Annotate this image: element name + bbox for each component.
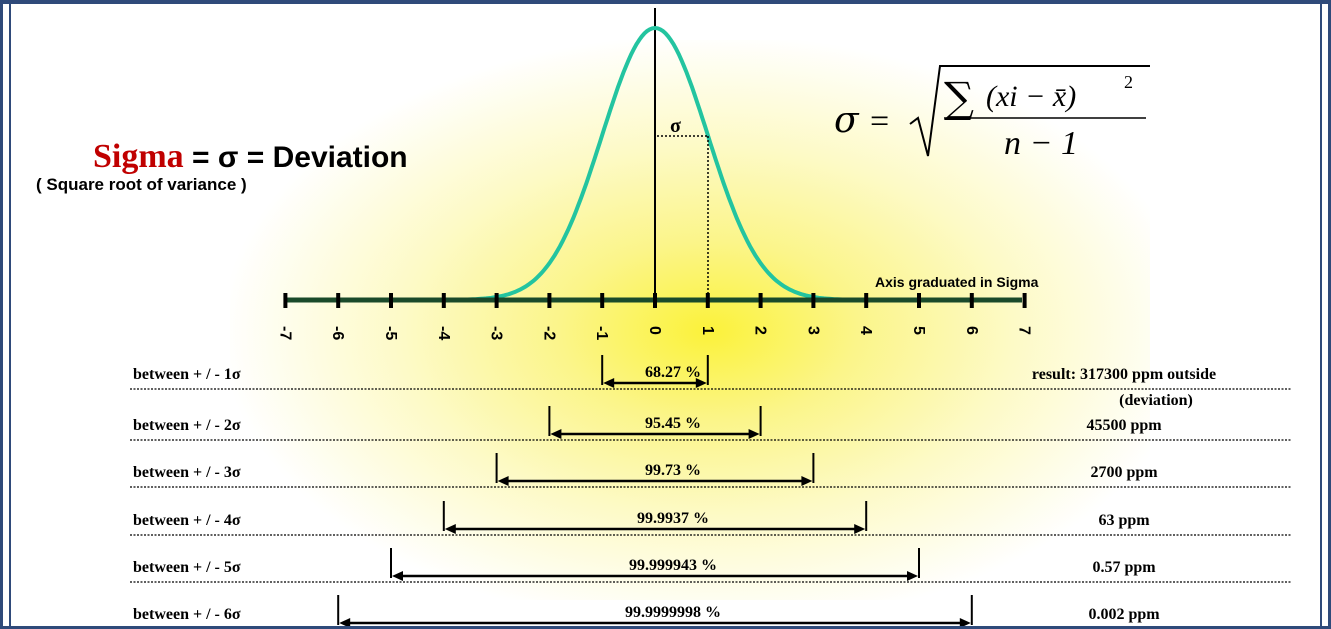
range-arrowhead-right (801, 476, 813, 486)
axis-tick-label: 0 (646, 326, 663, 335)
range-arrowhead-right (907, 571, 918, 581)
row-result: 2700 ppm (1090, 464, 1158, 481)
frame-border-left (0, 0, 3, 629)
formula-denominator: n − 1 (1004, 125, 1078, 162)
frame-border-top (0, 0, 1331, 4)
row-label: between + / - 3σ (133, 464, 241, 481)
row-result: 45500 ppm (1086, 417, 1162, 434)
page-title: Sigma = σ = Deviation (93, 140, 408, 175)
range-rows: between + / - 1σ 68.27 % result: 317300 pp… (130, 355, 1292, 629)
row-label: between + / - 1σ (133, 366, 241, 383)
frame-border-right (1328, 0, 1331, 629)
range-row: between + / - 5σ 99.999943 % 0.57 ppm (130, 548, 1292, 583)
axis-tick-label: -3 (488, 326, 505, 340)
background-glow (230, 40, 1150, 600)
range-arrowhead-left (444, 524, 456, 534)
axis-tick-label: 6 (963, 326, 980, 335)
page-subtitle: ( Square root of variance ) (36, 175, 247, 194)
formula-lhs: σ (834, 100, 860, 141)
range-row: between + / - 1σ 68.27 % result: 317300 pp… (130, 355, 1292, 409)
row-percent: 99.73 % (645, 462, 701, 479)
formula-numerator: (xi − x̄) (986, 80, 1076, 113)
sigma-curve-label: σ (670, 115, 681, 137)
sigma-formula: σ = ∑ (xi − x̄) 2 n − 1 (834, 65, 1150, 162)
range-arrowhead-left (392, 571, 403, 581)
title-sigma-word: Sigma (93, 138, 184, 175)
axis-tick-label: -4 (435, 326, 452, 340)
range-row: between + / - 3σ 99.73 % 2700 ppm (130, 453, 1292, 488)
range-row: between + / - 4σ 99.9937 % 63 ppm (130, 501, 1292, 536)
row-percent: 99.999943 % (629, 557, 717, 574)
row-percent: 68.27 % (645, 364, 701, 381)
bell-curve (433, 25, 877, 302)
axis-tick-label: -5 (382, 326, 399, 340)
range-arrowhead-right (854, 524, 866, 534)
title-rest: = σ = Deviation (183, 141, 408, 174)
row-label: between + / - 2σ (133, 417, 241, 434)
axis-tick-label: 5 (910, 326, 927, 335)
formula-sum: ∑ (944, 73, 974, 122)
sqrt-sign (909, 65, 1150, 157)
row-percent: 95.45 % (645, 415, 701, 432)
inner-border-left (9, 4, 11, 626)
row-result: 63 ppm (1098, 512, 1150, 529)
row-label: between + / - 5σ (133, 559, 241, 576)
range-arrowhead-right (748, 429, 760, 439)
range-arrowhead-left (497, 476, 509, 486)
axis-tick-label: 2 (752, 326, 769, 335)
range-arrowhead-right (695, 378, 707, 388)
inner-border-right (1320, 4, 1322, 626)
frame-border-bottom (0, 626, 1331, 629)
axis-ticks: -7 -6 -5 -4 -3 -2 -1 0 1 2 3 4 5 6 7 (276, 293, 1033, 340)
row-percent: 99.9937 % (637, 510, 709, 527)
row-result: result: 317300 ppm outside (1032, 366, 1216, 383)
axis-tick-label: -2 (540, 326, 557, 340)
row-label: between + / - 4σ (133, 512, 241, 529)
range-arrowhead-left (603, 378, 615, 388)
formula-exponent: 2 (1124, 72, 1133, 92)
axis-tick-label: 3 (804, 326, 821, 335)
axis-tick-label: -7 (276, 326, 293, 340)
range-arrowhead-left (550, 429, 562, 439)
axis-tick-label: -1 (593, 326, 610, 340)
range-arrowhead-right (959, 618, 971, 628)
axis-tick-label: 7 (1016, 326, 1033, 335)
axis-tick-label: 4 (857, 326, 874, 335)
row-result: 0.002 ppm (1088, 606, 1160, 623)
axis-tick-label: 1 (699, 326, 716, 335)
formula-equals: = (870, 103, 889, 140)
axis-label: Axis graduated in Sigma (875, 274, 1039, 290)
range-row: between + / - 6σ 99.9999998 % 0.002 ppm (130, 595, 1292, 629)
range-row: between + / - 2σ 95.45 % 45500 ppm (130, 406, 1292, 441)
row-result: 0.57 ppm (1092, 559, 1156, 576)
row-result-note: (deviation) (1119, 392, 1193, 409)
row-percent: 99.9999998 % (625, 604, 721, 621)
range-arrowhead-left (339, 618, 351, 628)
row-label: between + / - 6σ (133, 606, 241, 623)
axis-tick-label: -6 (329, 326, 346, 340)
